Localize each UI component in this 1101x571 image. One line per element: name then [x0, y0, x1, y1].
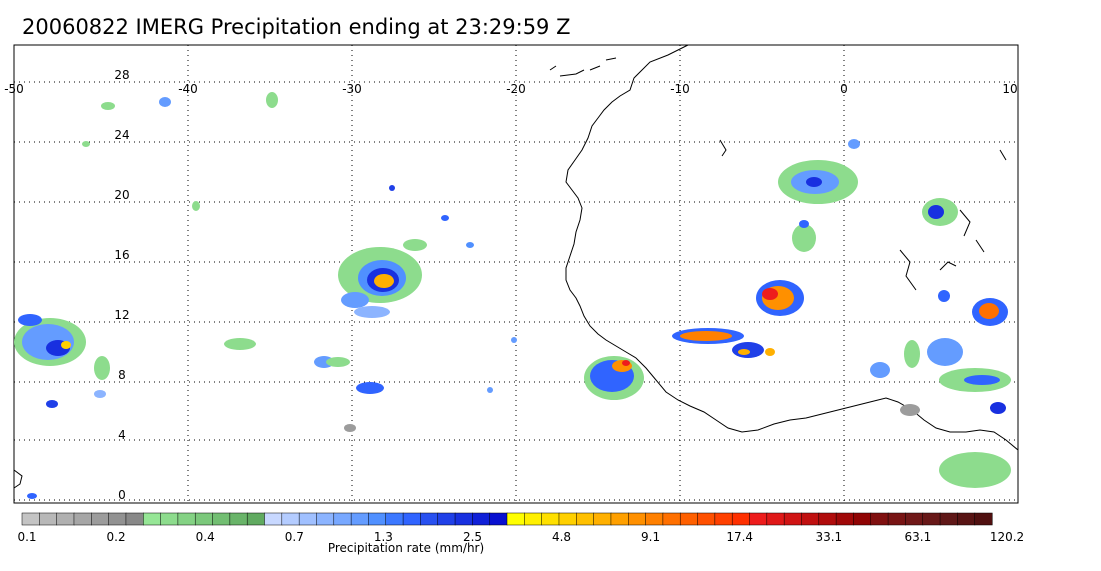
- colorbar-swatch: [818, 512, 837, 526]
- colorbar-tick-label: 0.4: [196, 530, 215, 544]
- colorbar-tick-label: 0.7: [285, 530, 304, 544]
- lat-label: 20: [114, 188, 129, 202]
- colorbar-swatch: [905, 512, 924, 526]
- colorbar-swatch: [39, 512, 58, 526]
- colorbar-swatch: [402, 512, 421, 526]
- colorbar-swatch: [472, 512, 491, 526]
- inland-features: [13, 139, 1007, 489]
- colorbar-tick-label: 120.2: [990, 530, 1024, 544]
- map-frame: [13, 44, 1019, 504]
- colorbar-swatch: [506, 512, 525, 526]
- lon-label: -50: [4, 82, 24, 96]
- colorbar-swatch: [160, 512, 179, 526]
- lon-label: -30: [342, 82, 362, 96]
- colorbar-swatch: [593, 512, 612, 526]
- colorbar-swatch: [454, 512, 473, 526]
- colorbar-swatch: [974, 512, 993, 526]
- colorbar-swatch: [731, 512, 751, 526]
- colorbar-swatch: [939, 512, 958, 526]
- colorbar-tick-label: 0.1: [17, 530, 36, 544]
- coastline: [565, 44, 1019, 451]
- colorbar-swatch: [385, 512, 404, 526]
- colorbar-swatch: [870, 512, 889, 526]
- colorbar-labels: 0.1 0.2 0.4 0.7 1.3 2.5 4.8 9.1 17.4 33.1 63.1 120.…: [17, 530, 1024, 544]
- colorbar-swatch: [541, 512, 560, 526]
- colorbar-tick-label: 0.2: [107, 530, 126, 544]
- colorbar-swatch: [697, 512, 716, 526]
- colorbar-swatch: [576, 512, 595, 526]
- colorbar-tick-label: 2.5: [463, 530, 482, 544]
- colorbar-tick-label: 9.1: [641, 530, 660, 544]
- colorbar-swatch: [177, 512, 196, 526]
- colorbar-swatch: [264, 512, 283, 526]
- colorbar-swatch: [957, 512, 976, 526]
- colorbar-swatch: [298, 512, 318, 526]
- lat-label: 4: [118, 428, 126, 442]
- colorbar-swatch: [887, 512, 906, 526]
- colorbar-swatch: [524, 512, 543, 526]
- lat-label: 16: [114, 248, 129, 262]
- colorbar-swatch: [56, 512, 75, 526]
- colorbar-swatch: [368, 512, 387, 526]
- colorbar-swatch: [212, 512, 231, 526]
- colorbar-swatch: [489, 512, 508, 526]
- colorbar-swatch: [350, 512, 369, 526]
- colorbar-tick-label: 4.8: [552, 530, 571, 544]
- lon-label: 10: [1002, 82, 1017, 96]
- lat-label: 8: [118, 368, 126, 382]
- colorbar-swatch: [610, 512, 629, 526]
- colorbar-swatch: [246, 512, 266, 526]
- colorbar-tick-label: 1.3: [374, 530, 393, 544]
- colorbar-swatch: [316, 512, 335, 526]
- colorbar-tick-label: 33.1: [815, 530, 842, 544]
- colorbar-swatch: [853, 512, 872, 526]
- lat-label: 12: [114, 308, 129, 322]
- colorbar-swatch: [194, 512, 214, 526]
- colorbar-swatch: [714, 512, 733, 526]
- precipitation-cells: [14, 92, 1011, 499]
- lat-label: 28: [114, 68, 129, 82]
- colorbar-tick-label: 63.1: [905, 530, 932, 544]
- colorbar-swatch: [108, 512, 127, 526]
- colorbar-swatch: [91, 512, 110, 526]
- colorbar-swatch: [125, 512, 144, 526]
- colorbar-swatch: [766, 512, 785, 526]
- colorbar-swatch: [558, 512, 577, 526]
- colorbar-swatch: [801, 512, 820, 526]
- colorbar-swatch: [679, 512, 699, 526]
- lat-label: 0: [118, 488, 126, 502]
- colorbar: [21, 512, 993, 526]
- colorbar-swatch: [783, 512, 803, 526]
- lat-label: 24: [114, 128, 129, 142]
- colorbar-swatch: [229, 512, 248, 526]
- colorbar-swatch: [437, 512, 456, 526]
- colorbar-swatch: [21, 512, 40, 526]
- colorbar-swatch: [835, 512, 854, 526]
- lon-label: -40: [178, 82, 198, 96]
- colorbar-swatch: [662, 512, 681, 526]
- colorbar-swatch: [628, 512, 647, 526]
- colorbar-tick-label: 17.4: [726, 530, 753, 544]
- colorbar-swatch: [73, 512, 92, 526]
- colorbar-title: Precipitation rate (mm/hr): [328, 541, 484, 555]
- colorbar-swatch: [922, 512, 941, 526]
- lat-labels: 28 24 20 16 12 8 4 0: [114, 68, 129, 502]
- colorbar-swatch: [143, 512, 162, 526]
- lon-label: -10: [670, 82, 690, 96]
- lon-label: 0: [840, 82, 848, 96]
- colorbar-swatch: [333, 512, 352, 526]
- lon-label: -20: [506, 82, 526, 96]
- map-title: 20060822 IMERG Precipitation ending at 2…: [22, 15, 571, 39]
- colorbar-swatch: [281, 512, 300, 526]
- lon-labels: -50 -40 -30 -20 -10 0 10: [4, 82, 1017, 96]
- colorbar-swatch: [749, 512, 768, 526]
- colorbar-swatch: [645, 512, 664, 526]
- colorbar-swatch: [420, 512, 439, 526]
